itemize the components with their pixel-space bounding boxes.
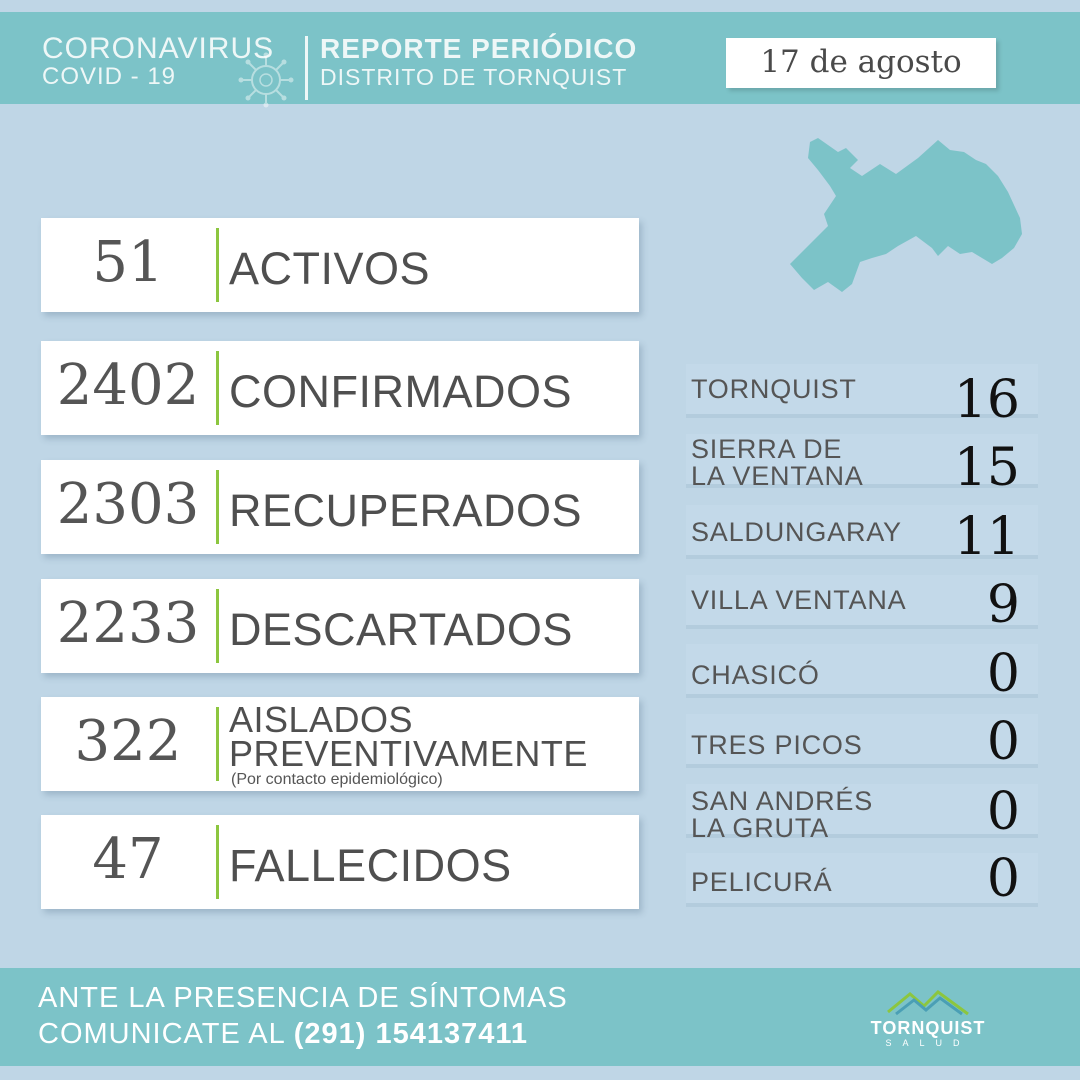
report-date: 17 de agosto <box>760 44 962 80</box>
header-right: REPORTE PERIÓDICO DISTRITO DE TORNQUIST <box>320 33 638 91</box>
header-divider <box>305 36 308 100</box>
locality-name: VILLA VENTANA <box>691 585 907 615</box>
locality-value: 0 <box>986 712 1020 772</box>
accent-bar <box>216 589 219 663</box>
footer-bar: ANTE LA PRESENCIA DE SÍNTOMAS COMUNICATE… <box>0 968 1080 1066</box>
locality-name: SAN ANDRÉS LA GRUTA <box>691 788 873 842</box>
stat-card-confirmados: 2402 CONFIRMADOS <box>41 341 639 435</box>
stat-value: 47 <box>92 827 164 892</box>
report-title: REPORTE PERIÓDICO <box>320 33 638 64</box>
locality-name: SIERRA DE LA VENTANA <box>691 436 864 490</box>
footer-phone: (291) 154137411 <box>293 1018 529 1050</box>
stat-value: 51 <box>92 230 164 295</box>
locality-name-line2: LA VENTANA <box>691 461 864 491</box>
locality-row-villa-ventana: VILLA VENTANA 9 <box>686 575 1038 635</box>
tornquist-salud-logo: TORNQUIST SALUD <box>866 988 990 1052</box>
locality-name-line1: SAN ANDRÉS <box>691 786 874 816</box>
locality-name: PELICURÁ <box>691 867 833 897</box>
stat-note: (Por contacto epidemiológico) <box>231 771 443 788</box>
locality-name: CHASICÓ <box>691 660 820 690</box>
stat-card-descartados: 2233 DESCARTADOS <box>41 579 639 673</box>
locality-name-line1: SIERRA DE <box>691 434 843 464</box>
stat-value: 2233 <box>56 591 200 656</box>
locality-value: 0 <box>986 644 1020 704</box>
locality-value: 15 <box>953 438 1020 498</box>
locality-row-pelicura: PELICURÁ 0 <box>686 853 1038 907</box>
stat-label: CONFIRMADOS <box>229 366 572 417</box>
locality-row-tres-picos: TRES PICOS 0 <box>686 714 1038 768</box>
stat-label-line1: AISLADOS <box>229 699 414 740</box>
date-box: 17 de agosto <box>726 38 996 88</box>
footer-line1: ANTE LA PRESENCIA DE SÍNTOMAS <box>38 982 568 1014</box>
accent-bar <box>216 707 219 781</box>
mountains-icon <box>887 990 969 1016</box>
locality-name: TORNQUIST <box>691 374 857 404</box>
stat-label: AISLADOS PREVENTIVAMENTE <box>229 699 588 774</box>
stat-value: 2303 <box>56 472 200 537</box>
locality-value: 16 <box>953 370 1020 430</box>
locality-row-saldungaray: SALDUNGARAY 11 <box>686 505 1038 563</box>
locality-row-chasico: CHASICÓ 0 <box>686 644 1038 704</box>
locality-name: TRES PICOS <box>691 730 863 760</box>
logo-name: TORNQUIST <box>870 1018 986 1038</box>
accent-bar <box>216 470 219 544</box>
stat-label: FALLECIDOS <box>229 840 512 891</box>
locality-value: 9 <box>986 575 1020 635</box>
accent-bar <box>216 351 219 425</box>
accent-bar <box>216 825 219 899</box>
locality-value: 0 <box>986 782 1020 842</box>
footer-line2-text: COMUNICATE AL <box>38 1018 294 1050</box>
stat-label-line2: PREVENTIVAMENTE <box>229 733 588 774</box>
stat-card-activos: 51 ACTIVOS <box>41 218 639 312</box>
locality-name-line2: LA GRUTA <box>691 813 829 843</box>
locality-value: 0 <box>986 849 1020 909</box>
stat-value: 2402 <box>56 353 200 418</box>
stat-value: 322 <box>74 709 182 774</box>
stat-card-fallecidos: 47 FALLECIDOS <box>41 815 639 909</box>
accent-bar <box>216 228 219 302</box>
logo-sub: SALUD <box>885 1038 971 1048</box>
virus-icon <box>238 52 294 108</box>
stat-card-recuperados: 2303 RECUPERADOS <box>41 460 639 554</box>
header-left: CORONAVIRUS COVID - 19 <box>42 34 274 90</box>
locality-value: 11 <box>953 507 1020 567</box>
stat-label: ACTIVOS <box>229 243 431 294</box>
locality-row-san-andres-la-gruta: SAN ANDRÉS LA GRUTA 0 <box>686 782 1038 842</box>
stat-label: DESCARTADOS <box>229 604 573 655</box>
stat-label: RECUPERADOS <box>229 485 583 536</box>
stat-card-aislados: 322 AISLADOS PREVENTIVAMENTE (Por contac… <box>41 697 639 791</box>
locality-row-tornquist: TORNQUIST 16 <box>686 364 1038 426</box>
header-subtitle: COVID - 19 <box>42 63 177 90</box>
district-map <box>790 138 1022 292</box>
locality-row-sierra-de-la-ventana: SIERRA DE LA VENTANA 15 <box>686 434 1038 494</box>
footer-line2: COMUNICATE AL (291) 154137411 <box>38 1018 528 1051</box>
header-title: CORONAVIRUS <box>42 32 275 65</box>
report-subtitle: DISTRITO DE TORNQUIST <box>320 64 628 90</box>
locality-name: SALDUNGARAY <box>691 517 902 547</box>
